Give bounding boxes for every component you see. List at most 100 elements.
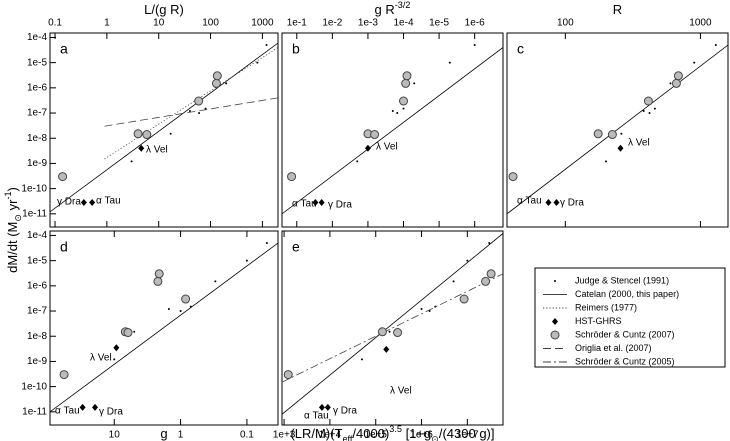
x-axis-label: (LR/M)(Teff/4000)3.5 [1+g⊙/(4300 g)] xyxy=(290,424,494,441)
panel-frame xyxy=(49,32,279,228)
x-tick-label: 1e+4 xyxy=(319,430,342,441)
circle-marker xyxy=(607,130,617,140)
diamond xyxy=(383,345,390,353)
y-tick-label: 1e-6 xyxy=(27,280,47,291)
label-part: /4000) xyxy=(352,426,389,441)
x-tick-label: 1e+5 xyxy=(364,430,387,441)
circle-marker xyxy=(508,172,518,182)
circle-marker xyxy=(671,78,681,88)
circle-marker xyxy=(133,129,143,139)
circle-marker xyxy=(401,78,411,88)
legend-label: Schröder & Cuntz (2005) xyxy=(575,356,675,366)
label-part: g xyxy=(160,426,167,441)
panel-letter: a xyxy=(60,41,68,57)
x-tick-label: 1e+3 xyxy=(273,430,296,441)
legend-label: Schröder & Cuntz (2007) xyxy=(575,329,675,339)
dot xyxy=(360,358,363,361)
y-tick-label: 1e-11 xyxy=(22,406,47,417)
label-part: L/(g R) xyxy=(144,2,184,17)
circle-marker xyxy=(153,276,163,286)
dot xyxy=(256,61,259,64)
circle-marker xyxy=(287,172,297,182)
x-tick-label: 1 xyxy=(178,430,184,441)
label-part: -3/2 xyxy=(395,0,411,10)
dot xyxy=(466,259,469,262)
label-part: (LR/M)(T xyxy=(290,426,342,441)
x-tick-label: 100 xyxy=(557,18,574,29)
x-axis-label: R xyxy=(613,2,622,17)
annotation: λ Vel xyxy=(390,386,412,397)
panel-letter: b xyxy=(292,41,300,57)
legend-label: Reimers (1977) xyxy=(575,302,637,312)
y-axis-label: dM/dt (M⊙ yr-1) xyxy=(3,187,23,273)
x-tick-label: 1e-6 xyxy=(465,18,485,29)
diamond xyxy=(553,199,560,207)
y-tick-label: 1e-9 xyxy=(27,158,47,169)
y-tick-label: 1e-8 xyxy=(27,133,47,144)
y-tick-label: 1e-11 xyxy=(22,208,47,219)
circle-marker xyxy=(370,130,380,140)
diamond xyxy=(318,199,325,207)
label-part: ⊙ xyxy=(13,214,23,222)
legend-label: HST-GHRS xyxy=(575,316,622,326)
diamond xyxy=(138,144,145,152)
legend-label: Catelan (2000, this paper) xyxy=(575,289,679,299)
x-tick-label: 1 xyxy=(104,18,110,29)
circle-marker xyxy=(377,327,387,337)
dot xyxy=(448,61,451,64)
dot xyxy=(488,242,491,245)
dot xyxy=(265,242,268,245)
fit-line xyxy=(104,97,278,127)
x-tick-label: 1000 xyxy=(689,18,712,29)
dot xyxy=(179,310,182,313)
panel-frame xyxy=(281,32,504,228)
annotation: α Tau xyxy=(96,196,121,207)
fit-line xyxy=(104,47,278,160)
x-tick-label: 0.1 xyxy=(240,430,254,441)
x-axis-label: L/(g R) xyxy=(144,2,184,17)
circle-marker xyxy=(212,71,222,81)
label-part: /(4300 g)] xyxy=(439,426,495,441)
fit-line xyxy=(282,47,503,215)
dot xyxy=(642,110,645,113)
annotation: α Tau xyxy=(517,196,542,207)
annotation: γ Dra xyxy=(57,197,81,208)
circle-marker xyxy=(211,78,221,88)
label-part: 3.5 xyxy=(389,424,402,434)
fit-line xyxy=(50,42,278,213)
label-part: ) xyxy=(5,187,20,191)
diamond xyxy=(312,199,319,207)
x-tick-label: 1e-4 xyxy=(394,18,414,29)
circle-marker xyxy=(181,294,191,304)
diamond xyxy=(318,403,325,411)
label-part: ⊙ xyxy=(431,434,439,441)
annotation: α Tau xyxy=(304,411,329,422)
diamond xyxy=(617,144,624,152)
circle-marker xyxy=(402,71,412,81)
panel-frame xyxy=(506,32,729,228)
dot xyxy=(693,61,696,64)
dot xyxy=(169,132,172,135)
dot xyxy=(245,259,248,262)
dot xyxy=(198,112,201,115)
dot xyxy=(653,107,656,110)
y-tick-label: 1e-4 xyxy=(27,32,47,43)
x-axis-label: g R-3/2 xyxy=(375,0,411,17)
circle-marker xyxy=(673,71,683,81)
diamond xyxy=(324,403,331,411)
label-part: -1 xyxy=(3,191,13,199)
panel-letter: e xyxy=(292,239,300,255)
circle-marker xyxy=(283,370,293,380)
dot xyxy=(413,82,416,85)
x-tick-label: 10 xyxy=(153,18,165,29)
dot xyxy=(669,82,672,85)
y-tick-label: 1e-10 xyxy=(21,183,47,194)
circle-marker xyxy=(59,370,69,380)
circle-marker xyxy=(399,96,409,106)
fit-line xyxy=(282,233,503,415)
y-tick-label: 1e-6 xyxy=(27,82,47,93)
x-tick-label: 1e-1 xyxy=(287,18,307,29)
x-tick-label: 1000 xyxy=(251,18,274,29)
dot xyxy=(356,160,359,163)
diamond xyxy=(113,344,120,352)
